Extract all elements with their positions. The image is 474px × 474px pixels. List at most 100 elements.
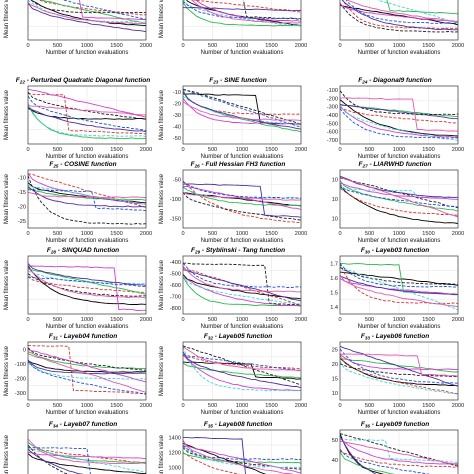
- series-line-3: [28, 105, 146, 140]
- axes-frame: [182, 0, 302, 41]
- series-line-6: [377, 0, 458, 24]
- series-line-5: [340, 106, 458, 138]
- subplot-title: F23 - SINE function: [209, 77, 267, 85]
- y-tick-label: 10: [332, 197, 338, 203]
- series-line-8: [28, 447, 91, 474]
- axes-frame: [339, 169, 459, 229]
- subplot-15: F33 - Layeb06 function 0 500 1000 1500 2000 Nu…: [332, 333, 464, 416]
- x-tick-label: 2000: [140, 317, 152, 323]
- x-axis-label: Number of function evaluations: [46, 154, 129, 160]
- series-line-4: [28, 347, 146, 371]
- series-line-5: [340, 182, 458, 200]
- x-tick-label: 2000: [452, 403, 464, 409]
- series-line-8: [183, 0, 301, 20]
- x-tick-label: 1500: [265, 43, 277, 49]
- subplot-1: 0 500 1000 1500 2000 Number of function evalu…: [4, 0, 152, 56]
- series-line-7: [183, 351, 301, 389]
- series-line-7: [340, 175, 458, 198]
- series-line-8: [345, 0, 458, 24]
- x-axis-label: Number of function evaluations: [201, 238, 284, 244]
- series-line-6: [28, 0, 146, 23]
- x-tick-label: 500: [53, 403, 62, 409]
- x-tick-label: 500: [208, 43, 217, 49]
- series-line-9: [340, 274, 458, 308]
- subplot-title: F22 - Perturbed Quadratic Diagonal funct…: [16, 77, 150, 85]
- series-line-8: [183, 354, 301, 372]
- series-line-8: [61, 0, 146, 20]
- series-line-9: [340, 176, 458, 218]
- y-tick-label: 20: [332, 362, 338, 368]
- series-line-2: [342, 0, 458, 29]
- y-axis-label: Mean fitness value: [4, 259, 10, 310]
- y-tick-label: -600: [327, 130, 338, 136]
- axes-frame: [339, 255, 459, 315]
- y-tick-label: -10: [18, 175, 26, 181]
- series-line-6: [28, 103, 146, 137]
- x-tick-label: 0: [338, 231, 341, 237]
- series-group: [28, 438, 146, 474]
- y-tick-label: -25: [18, 219, 26, 225]
- subplot-8: F26 - Full Hessian FH3 function 0 500 1000 1…: [159, 161, 307, 244]
- x-tick-label: 1500: [110, 147, 122, 153]
- x-tick-label: 1500: [110, 403, 122, 409]
- y-tick-label: 10: [332, 178, 338, 184]
- y-axis-label: Mean fitness value: [4, 173, 10, 224]
- x-tick-label: 500: [365, 231, 374, 237]
- x-tick-label: 1500: [265, 403, 277, 409]
- series-line-1: [340, 186, 458, 224]
- y-tick-label: -150: [170, 216, 181, 222]
- y-tick-label: -20: [18, 204, 26, 210]
- axes-frame: [182, 341, 302, 401]
- series-line-6: [28, 448, 146, 474]
- series-line-8: [28, 276, 146, 288]
- series-line-9: [183, 346, 301, 371]
- series-line-7: [340, 345, 458, 387]
- series-line-5: [340, 278, 458, 296]
- subplot-12: F30 - Layeb03 function 0 500 1000 1500 2000 Nu…: [330, 247, 464, 330]
- axes-frame: [182, 429, 302, 474]
- series-line-3: [340, 357, 458, 373]
- x-tick-label: 0: [26, 43, 29, 49]
- x-tick-label: 0: [181, 403, 184, 409]
- x-tick-label: 500: [53, 147, 62, 153]
- series-group: [183, 436, 301, 474]
- y-axis-label: Mean fitness value: [159, 89, 165, 140]
- series-line-2: [28, 345, 146, 394]
- y-tick-label: -20: [173, 101, 181, 107]
- series-line-2: [183, 180, 301, 224]
- x-tick-label: 0: [181, 231, 184, 237]
- x-tick-label: 1000: [236, 147, 248, 153]
- axes-frame: [27, 341, 147, 401]
- x-tick-label: 1000: [393, 147, 405, 153]
- series-line-6: [28, 270, 146, 285]
- x-tick-label: 1500: [265, 147, 277, 153]
- x-tick-label: 2000: [452, 317, 464, 323]
- y-tick-label: -300: [15, 391, 26, 397]
- x-tick-label: 0: [338, 147, 341, 153]
- y-tick-label: -500: [327, 121, 338, 127]
- series-line-9: [28, 267, 146, 299]
- series-line-7: [28, 186, 146, 208]
- axes-frame: [27, 169, 147, 229]
- series-line-7: [183, 269, 301, 302]
- series-line-6: [28, 362, 146, 380]
- subplot-title: F25 - COSINE function: [49, 161, 116, 169]
- series-group: [340, 175, 458, 224]
- series-line-6: [340, 188, 458, 199]
- x-axis-label: Number of function evaluations: [358, 410, 441, 416]
- x-tick-label: 1500: [422, 231, 434, 237]
- y-axis-label: Mean fitness value: [159, 345, 165, 396]
- series-line-6: [183, 0, 301, 27]
- y-tick-label: 1200: [169, 451, 181, 457]
- series-line-5: [183, 98, 301, 125]
- x-tick-label: 500: [365, 147, 374, 153]
- series-line-3: [340, 180, 458, 212]
- series-line-7: [28, 2, 146, 33]
- y-tick-label: -50: [173, 136, 181, 142]
- y-tick-label: 0: [23, 347, 26, 353]
- series-line-1: [28, 265, 146, 305]
- series-line-9: [346, 0, 458, 22]
- series-line-4: [340, 363, 458, 378]
- series-line-1: [340, 357, 458, 387]
